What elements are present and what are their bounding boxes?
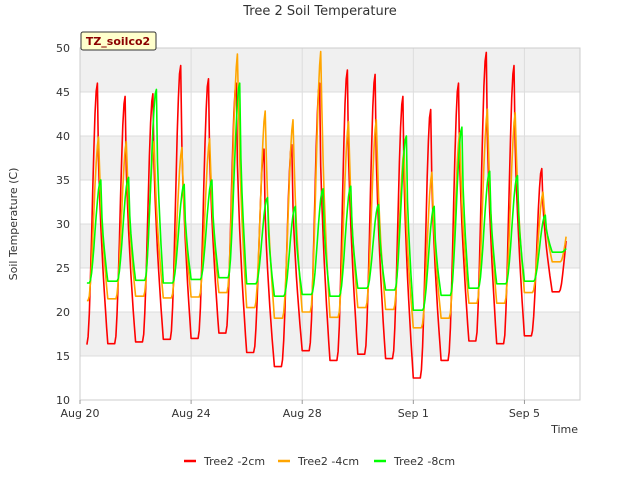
series-line (86, 82, 567, 311)
y-axis-ticks: 10 15 20 25 30 35 40 45 50 (56, 42, 70, 407)
y-tick-label: 25 (56, 262, 70, 275)
legend-label: Tree2 -4cm (297, 455, 359, 468)
x-tick-label: Aug 20 (61, 407, 100, 420)
series-layer (86, 50, 567, 379)
plot-border (79, 47, 581, 401)
series-line (86, 51, 567, 379)
legend: Tree2 -2cm Tree2 -4cm Tree2 -8cm (184, 455, 455, 468)
site-badge-label: TZ_soilco2 (86, 35, 150, 48)
legend-label: Tree2 -8cm (393, 455, 455, 468)
y-axis-label: Soil Temperature (C) (7, 168, 20, 281)
y-tick-label: 15 (56, 350, 70, 363)
site-badge-box (80, 31, 157, 51)
x-axis-ticks: Aug 20 Aug 24 Aug 28 Sep 1 Sep 5 (61, 400, 540, 420)
y-tick-label: 30 (56, 218, 70, 231)
grid-band (80, 224, 580, 268)
y-tick-label: 50 (56, 42, 70, 55)
y-tick-label: 45 (56, 86, 70, 99)
y-tick-label: 20 (56, 306, 70, 319)
chart-title: Tree 2 Soil Temperature (242, 4, 397, 19)
grid-band (80, 48, 580, 92)
y-tick-label: 10 (56, 394, 70, 407)
y-tick-label: 35 (56, 174, 70, 187)
legend-label: Tree2 -2cm (203, 455, 265, 468)
site-badge: TZ_soilco2 (80, 31, 157, 51)
grid-band (80, 136, 580, 180)
x-tick-label: Aug 28 (283, 407, 322, 420)
x-tick-label: Sep 5 (509, 407, 540, 420)
x-axis-label: Time (550, 423, 578, 436)
y-tick-label: 40 (56, 130, 70, 143)
x-tick-label: Sep 1 (398, 407, 429, 420)
grid-bands (80, 48, 580, 356)
x-tick-label: Aug 24 (172, 407, 211, 420)
